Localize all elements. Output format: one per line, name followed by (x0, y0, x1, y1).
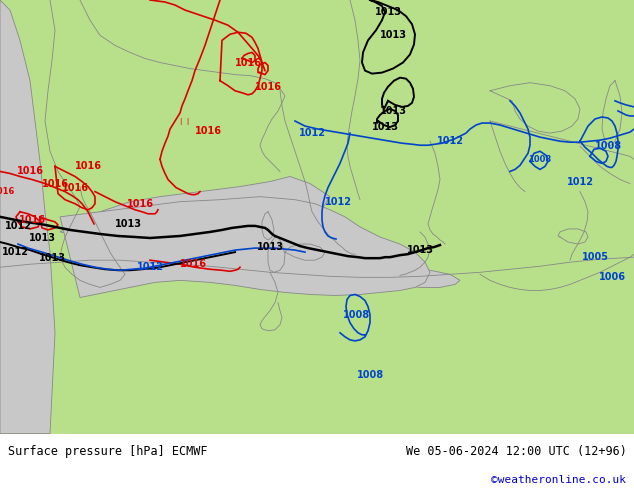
Text: 1012: 1012 (1, 247, 29, 257)
Text: 1005: 1005 (581, 252, 609, 262)
Text: 1012: 1012 (4, 221, 32, 231)
Text: 1008: 1008 (528, 155, 552, 164)
Text: 1013: 1013 (257, 242, 283, 252)
Text: 1016: 1016 (235, 57, 261, 68)
Text: 1013: 1013 (375, 7, 401, 17)
Text: 1013: 1013 (29, 233, 56, 243)
Text: 1012: 1012 (136, 262, 164, 272)
Text: Surface pressure [hPa] ECMWF: Surface pressure [hPa] ECMWF (8, 445, 207, 458)
Text: 1012: 1012 (299, 128, 325, 138)
Text: 1013: 1013 (380, 30, 406, 40)
Text: 1016: 1016 (254, 82, 281, 92)
Text: 1012: 1012 (567, 176, 593, 187)
Text: 1016: 1016 (0, 187, 15, 196)
Text: 1013: 1013 (115, 219, 141, 229)
Text: 1008: 1008 (356, 370, 384, 380)
Text: 1008: 1008 (595, 141, 621, 151)
Polygon shape (265, 247, 460, 288)
Text: 1012: 1012 (436, 136, 463, 146)
Text: ©weatheronline.co.uk: ©weatheronline.co.uk (491, 475, 626, 485)
Text: We 05-06-2024 12:00 UTC (12+96): We 05-06-2024 12:00 UTC (12+96) (406, 445, 626, 458)
Text: 1012: 1012 (325, 196, 351, 207)
Polygon shape (60, 176, 330, 242)
Text: 1016: 1016 (127, 199, 153, 209)
Text: 1013: 1013 (372, 122, 399, 132)
Text: 1013: 1013 (39, 253, 65, 263)
Text: 1016: 1016 (41, 178, 68, 189)
Text: 1013: 1013 (380, 106, 406, 116)
Polygon shape (265, 212, 350, 260)
Text: |  |: | | (181, 118, 190, 124)
Text: 1016: 1016 (16, 167, 44, 176)
Text: 1016: 1016 (179, 259, 207, 269)
Text: 1016: 1016 (18, 215, 46, 225)
Text: 1016: 1016 (195, 126, 221, 136)
Text: 1008: 1008 (344, 310, 370, 319)
Text: 1016: 1016 (61, 183, 89, 193)
Text: 1016: 1016 (75, 161, 101, 172)
Text: 1006: 1006 (598, 272, 626, 282)
Text: 1013: 1013 (406, 245, 434, 255)
Polygon shape (60, 196, 430, 297)
Polygon shape (0, 0, 55, 434)
